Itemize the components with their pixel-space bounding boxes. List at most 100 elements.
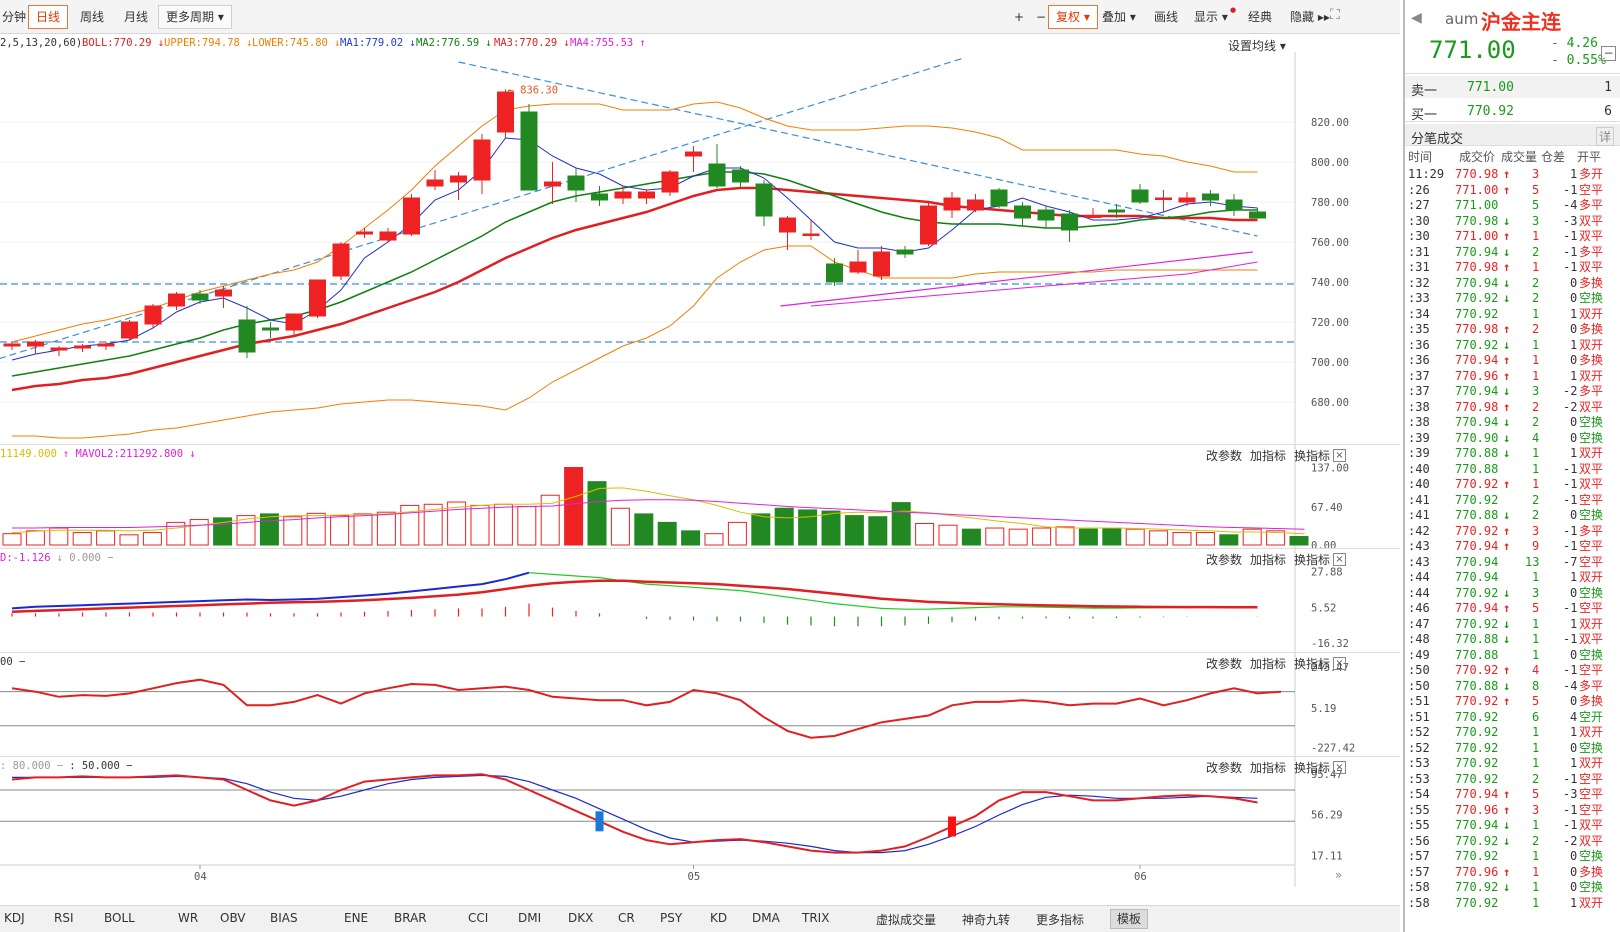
overlay-button[interactable]: 叠加 ▾ [1102, 10, 1136, 24]
macd-legend-item-1: ↓ 0.000 − [56, 552, 114, 564]
kdj-panel-buttons: 改参数 加指标 换指标 [1198, 759, 1330, 776]
tab-3[interactable]: WR [178, 911, 199, 925]
tab-4[interactable]: OBV [220, 911, 246, 925]
cci-param-button[interactable]: 改参数 [1205, 657, 1242, 671]
trade-volume: 1 [1532, 616, 1540, 631]
tab-2[interactable]: BOLL [104, 911, 135, 925]
trade-open-close: 双平 [1579, 213, 1604, 228]
tab-6[interactable]: ENE [344, 911, 369, 925]
trade-row: :53 770.92 1 1 双开 [1405, 755, 1620, 771]
trade-row: :38 770.94 ↓ 2 0 空换 [1405, 414, 1620, 430]
kline-chart[interactable]: 820.00 800.00 780.00 760.00 740.00 720.00 700.… [0, 52, 1400, 444]
trade-price: 770.92 [1455, 694, 1499, 708]
classic-button[interactable]: 经典 [1248, 10, 1273, 24]
candle-body [943, 197, 961, 211]
candle-body [168, 293, 185, 307]
tab-1[interactable]: RSI [54, 911, 74, 925]
vol-param-button[interactable]: 改参数 [1205, 449, 1242, 463]
macd-panel[interactable]: 27.88 5.52 -16.32 D:-1.126 ↓ 0.000 − 改参数 加指标… [0, 548, 1400, 653]
tab-15[interactable]: TRIX [802, 911, 830, 925]
collapse-button[interactable]: − [1601, 46, 1616, 61]
kdj-chart[interactable]: 95.47 56.29 17.11 04 05 06 » [0, 757, 1400, 887]
volume-bar [142, 532, 162, 546]
plus-button[interactable]: + [1014, 10, 1025, 24]
trade-time: :50 [1408, 678, 1430, 693]
cci-chart[interactable]: 243.47 5.19 -227.42 [0, 653, 1400, 757]
period-more-button[interactable]: 更多周期 ▾ [158, 5, 232, 29]
period-day-button[interactable]: 日线 [28, 5, 69, 29]
tab-0[interactable]: KDJ [4, 911, 25, 925]
display-button[interactable]: 显示 ▾ [1194, 10, 1228, 24]
volume-bar [493, 503, 513, 546]
volume-bar [1289, 536, 1309, 546]
tab-8[interactable]: CCI [468, 911, 489, 925]
trade-price: 770.96 [1455, 368, 1499, 383]
trades-detail-button[interactable]: 详 [1595, 127, 1614, 146]
bid-row[interactable]: 买一 770.92 6 [1405, 100, 1620, 123]
macd-add-indicator-button[interactable]: 加指标 [1249, 553, 1286, 567]
ma-settings-button[interactable]: 设置均线 ▾ [1228, 39, 1286, 53]
hide-button[interactable]: 隐藏 ▸▸ [1290, 10, 1330, 24]
trade-price: 770.88 [1455, 461, 1499, 476]
tab-9[interactable]: DMI [518, 911, 542, 925]
minus-button[interactable]: − [1036, 10, 1047, 24]
ask-row[interactable]: 卖一 771.00 1 [1405, 76, 1620, 99]
trade-time: :57 [1408, 864, 1430, 879]
prev-contract-arrow-icon[interactable]: ◀ [1411, 10, 1422, 26]
main-tick-label: 800.00 [1311, 157, 1349, 169]
candle-body [1084, 215, 1102, 218]
tab-18[interactable]: 更多指标 [1036, 913, 1085, 927]
cci-add-indicator-button[interactable]: 加指标 [1249, 657, 1286, 671]
trade-oi-change: -1 [1563, 771, 1578, 786]
trade-price: 770.92 [1455, 492, 1499, 507]
arrow-up-icon: ↑ [1503, 864, 1511, 879]
tab-12[interactable]: PSY [660, 911, 683, 925]
volume-bar [798, 509, 818, 546]
tab-5[interactable]: BIAS [270, 911, 298, 925]
kdj-add-indicator-button[interactable]: 加指标 [1249, 761, 1286, 775]
cci-panel[interactable]: 243.47 5.19 -227.42 00 − 改参数 加指标 换指标 × [0, 652, 1400, 757]
tab-7[interactable]: BRAR [394, 911, 427, 925]
period-week-button[interactable]: 周线 [80, 10, 105, 24]
vol-close-icon[interactable]: × [1333, 449, 1346, 462]
volume-chart[interactable]: 137.00 67.40 0.00 [0, 445, 1400, 549]
tab-17[interactable]: 神奇九转 [962, 913, 1011, 927]
tab-13[interactable]: KD [710, 911, 728, 925]
trade-price: 770.92 [1455, 477, 1499, 491]
draw-button[interactable]: 画线 [1154, 10, 1179, 24]
fullscreen-icon[interactable]: ⛶ [1330, 7, 1340, 23]
trade-row: :53 770.92 2 -1 空平 [1405, 771, 1620, 787]
trade-volume: 6 [1532, 709, 1540, 724]
trade-open-close: 空开 [1579, 709, 1604, 724]
kdj-panel[interactable]: 95.47 56.29 17.11 04 05 06 » : 80.000 −: 50.00… [0, 756, 1400, 887]
tab-19[interactable]: 模板 [1110, 909, 1149, 929]
vol-add-indicator-button[interactable]: 加指标 [1249, 449, 1286, 463]
cci-switch-indicator-button[interactable]: 换指标 [1293, 657, 1330, 671]
macd-chart[interactable]: 27.88 5.52 -16.32 [0, 549, 1400, 653]
vol-tick-label: 67.40 [1311, 502, 1343, 514]
volume-panel[interactable]: 137.00 67.40 0.00 11149.000 ↑ MAVOL2:211292… [0, 444, 1400, 549]
candle-body [356, 231, 373, 235]
macd-panel-buttons: 改参数 加指标 换指标 [1198, 551, 1330, 568]
vol-switch-indicator-button[interactable]: 换指标 [1293, 449, 1330, 463]
kdj-param-button[interactable]: 改参数 [1205, 761, 1242, 775]
cci-tick-label: -227.42 [1311, 742, 1355, 754]
macd-switch-indicator-button[interactable]: 换指标 [1293, 553, 1330, 567]
tab-11[interactable]: CR [618, 911, 635, 925]
tab-10[interactable]: DKX [568, 911, 594, 925]
macd-param-button[interactable]: 改参数 [1205, 553, 1242, 567]
fuquan-button[interactable]: 复权 ▾ [1048, 5, 1098, 29]
trade-time: :43 [1408, 554, 1430, 569]
period-minute-button[interactable]: 分钟 [2, 10, 27, 24]
candle-body [332, 243, 350, 277]
kline-panel[interactable]: 820.00 800.00 780.00 760.00 740.00 720.00 700.… [0, 52, 1400, 444]
kdj-switch-indicator-button[interactable]: 换指标 [1293, 761, 1330, 775]
macd-close-icon[interactable]: × [1333, 553, 1346, 566]
trade-oi-change: 0 [1570, 740, 1578, 755]
kdj-close-icon[interactable]: × [1333, 761, 1346, 774]
period-month-button[interactable]: 月线 [124, 10, 149, 24]
tab-14[interactable]: DMA [752, 911, 780, 925]
tab-16[interactable]: 虚拟成交量 [876, 913, 937, 927]
cci-close-icon[interactable]: × [1333, 657, 1346, 670]
trade-volume: 1 [1532, 260, 1540, 274]
